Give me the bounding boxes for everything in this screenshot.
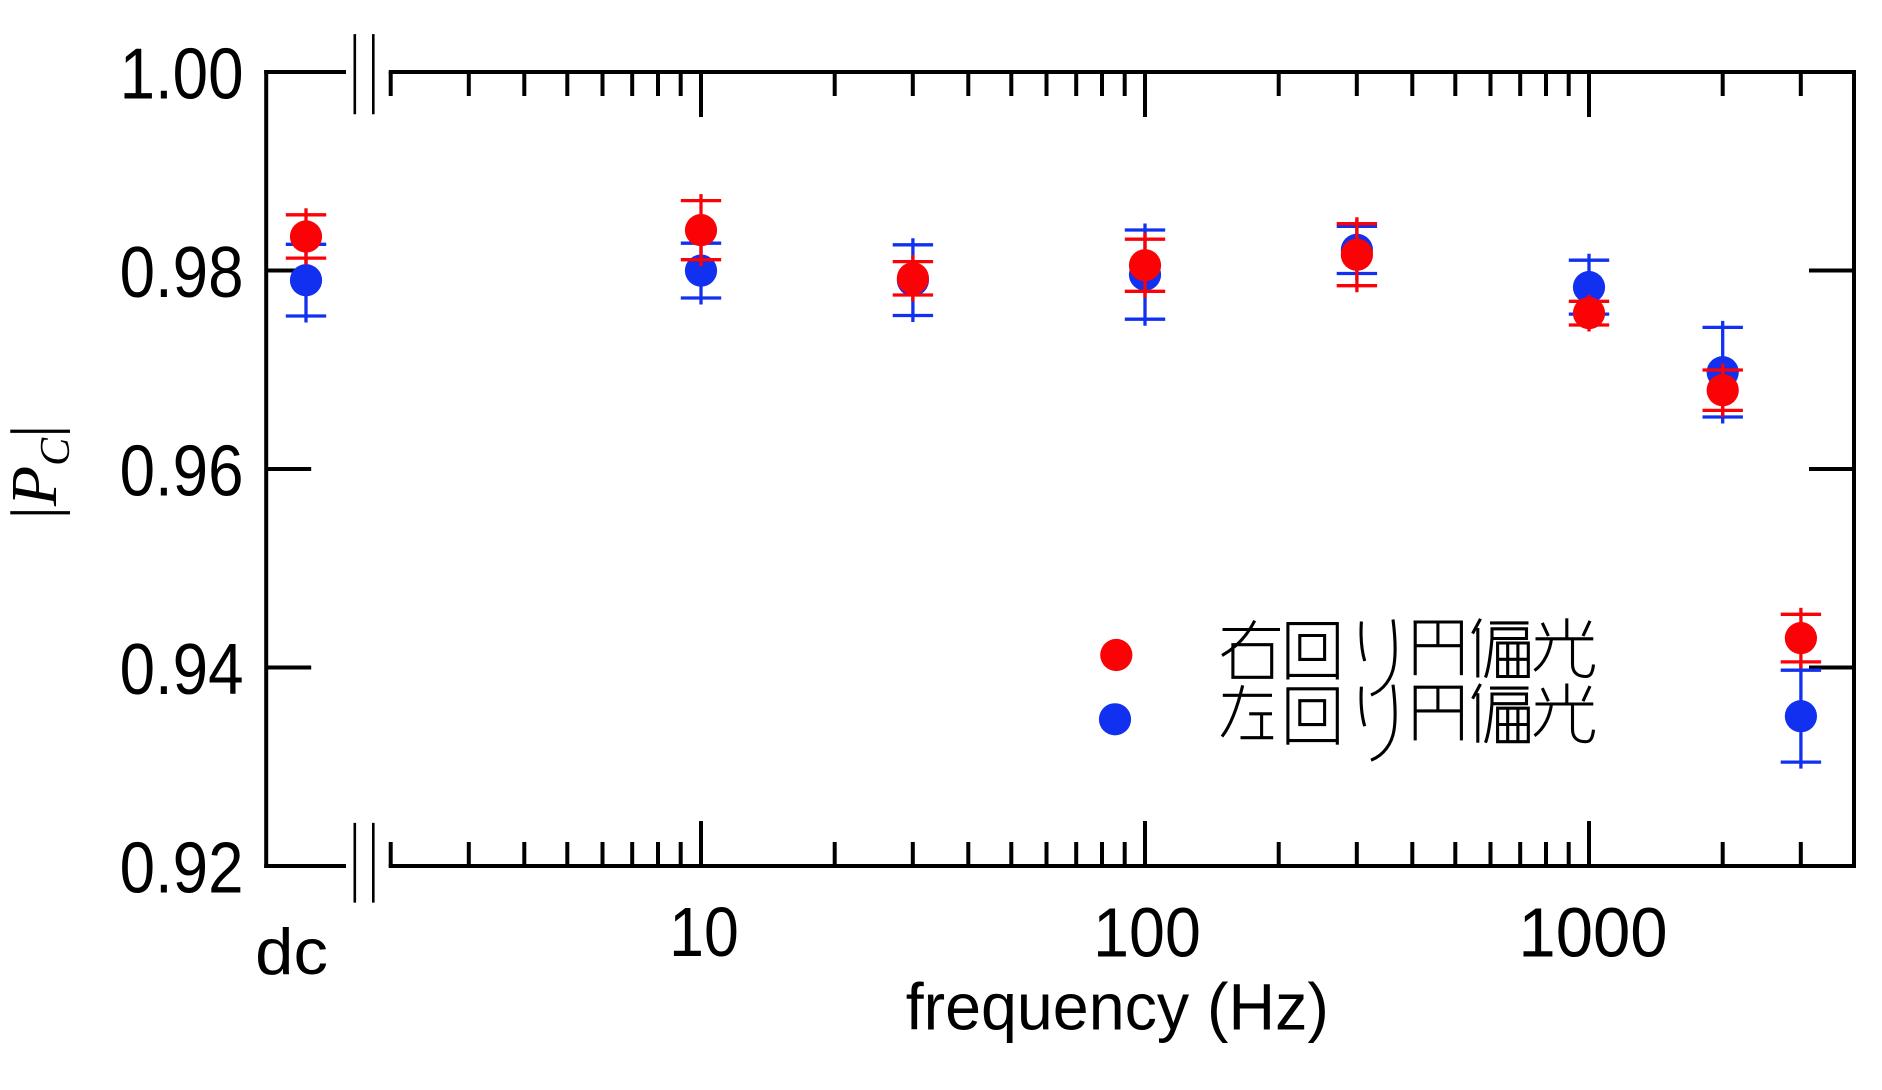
svg-text:1000: 1000	[1518, 894, 1667, 972]
svg-text:|PC|: |PC|	[0, 425, 79, 520]
svg-text:0.92: 0.92	[120, 828, 244, 908]
svg-text:dc: dc	[255, 915, 328, 988]
svg-text:100: 100	[1093, 894, 1201, 972]
svg-text:1.00: 1.00	[120, 34, 244, 114]
svg-text:10: 10	[669, 893, 739, 971]
svg-text:0.98: 0.98	[120, 233, 244, 313]
svg-text:0.94: 0.94	[120, 630, 244, 710]
svg-text:0.96: 0.96	[120, 431, 244, 511]
svg-text:frequency (Hz): frequency (Hz)	[906, 969, 1329, 1043]
